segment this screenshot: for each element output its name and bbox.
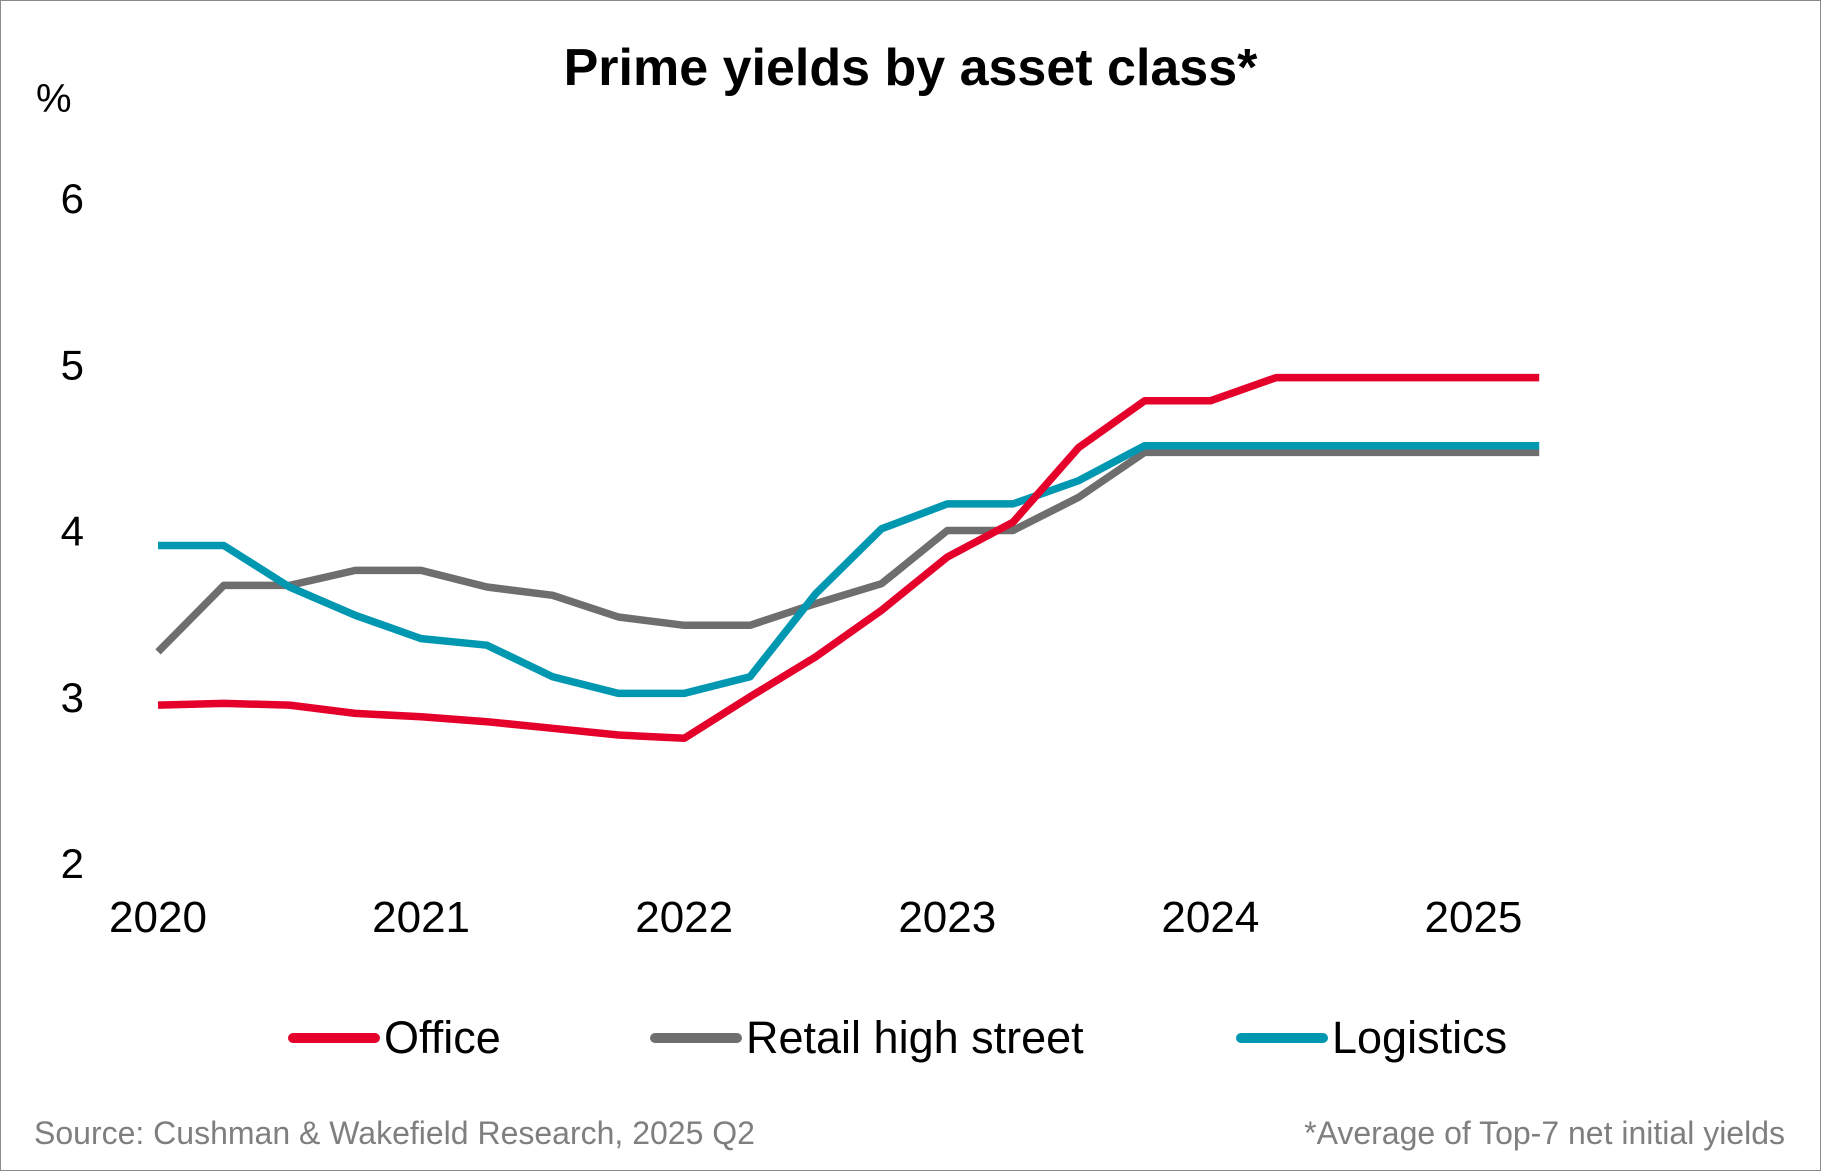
series-line-office (157, 373, 1540, 743)
chart-title: Prime yields by asset class* (563, 39, 1258, 97)
legend-item-logistics: Logistics (1236, 1008, 1507, 1068)
y-tick-label-6: 6 (61, 175, 84, 222)
x-tick-label-2023: 2023 (898, 893, 996, 942)
legend-item-office: Office (288, 1008, 501, 1068)
legend-swatch-office (288, 1033, 380, 1043)
x-tick-label-2024: 2024 (1161, 893, 1259, 942)
x-tick-label-2021: 2021 (372, 893, 470, 942)
x-tick-label-2025: 2025 (1425, 893, 1523, 942)
source-note: Source: Cushman & Wakefield Research, 20… (34, 1115, 755, 1151)
y-tick-label-4: 4 (61, 508, 84, 555)
x-tick-label-2020: 2020 (109, 893, 207, 942)
legend-swatch-retail-high-street (650, 1033, 742, 1043)
series-line-retail-high-street (155, 448, 1540, 655)
y-tick-label-2: 2 (61, 840, 84, 887)
legend-swatch-logistics (1236, 1033, 1328, 1043)
x-tick-label-2022: 2022 (635, 893, 733, 942)
series-line-logistics (158, 441, 1540, 698)
legend-item-retail-high-street: Retail high street (650, 1008, 1084, 1068)
legend-label-logistics: Logistics (1332, 1012, 1508, 1063)
y-tick-label-3: 3 (61, 674, 84, 721)
y-tick-label-5: 5 (61, 341, 84, 388)
legend-label-retail-high-street: Retail high street (746, 1012, 1084, 1063)
footnote: *Average of Top-7 net initial yields (1304, 1115, 1785, 1151)
y-axis-unit-label: % (36, 77, 72, 121)
legend-label-office: Office (384, 1012, 501, 1063)
